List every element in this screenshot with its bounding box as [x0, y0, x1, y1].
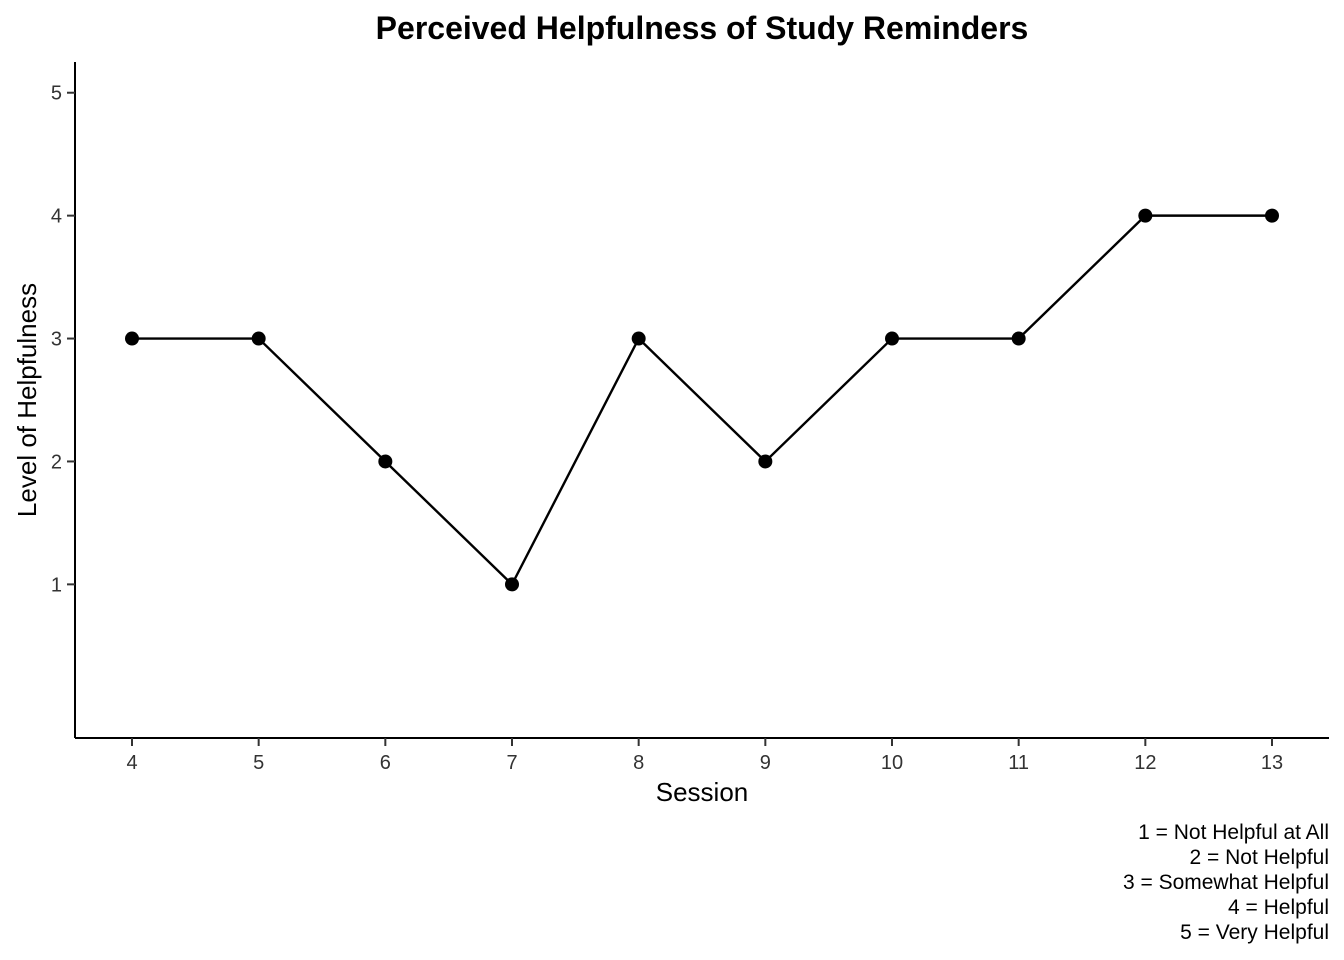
- x-axis-ticks: 4 5 6 7 8 9 10 11 12 13: [126, 738, 1283, 774]
- axes: [74, 62, 1329, 739]
- x-tick-label: 5: [253, 752, 264, 774]
- data-point: [125, 331, 139, 346]
- y-tick-label: 3: [51, 329, 62, 351]
- chart-title: Perceived Helpfulness of Study Reminders: [376, 10, 1029, 46]
- data-point: [885, 331, 899, 346]
- x-tick-label: 13: [1261, 752, 1283, 774]
- caption-line: 1 = Not Helpful at All: [1138, 821, 1329, 844]
- y-tick-label: 5: [51, 83, 62, 105]
- data-point: [631, 331, 646, 346]
- y-axis-ticks: 1 2 3 4 5: [51, 83, 75, 596]
- data-point: [251, 331, 266, 346]
- caption-line: 4 = Helpful: [1228, 896, 1329, 919]
- x-tick-label: 10: [881, 752, 903, 774]
- y-tick-label: 1: [51, 574, 62, 596]
- data-point: [1265, 208, 1279, 223]
- y-tick-label: 2: [51, 451, 62, 473]
- x-tick-label: 11: [1008, 752, 1029, 774]
- caption-line: 2 = Not Helpful: [1190, 846, 1330, 869]
- plot-area: [125, 208, 1279, 592]
- x-tick-label: 9: [760, 752, 771, 774]
- x-tick-label: 8: [633, 752, 644, 774]
- data-point: [378, 454, 393, 469]
- data-point: [1138, 208, 1153, 223]
- data-point: [758, 454, 773, 469]
- caption-line: 5 = Very Helpful: [1180, 921, 1329, 944]
- x-tick-label: 4: [126, 752, 137, 774]
- x-tick-label: 7: [506, 752, 517, 774]
- x-axis-label: Session: [656, 777, 749, 807]
- y-axis-label: Level of Helpfulness: [12, 283, 42, 517]
- data-point: [505, 577, 519, 592]
- data-point: [1011, 331, 1026, 346]
- series-line: [132, 214, 1272, 587]
- y-tick-label: 4: [51, 206, 62, 228]
- caption-line: 3 = Somewhat Helpful: [1123, 871, 1329, 894]
- x-tick-label: 12: [1134, 752, 1156, 774]
- x-tick-label: 6: [380, 752, 391, 774]
